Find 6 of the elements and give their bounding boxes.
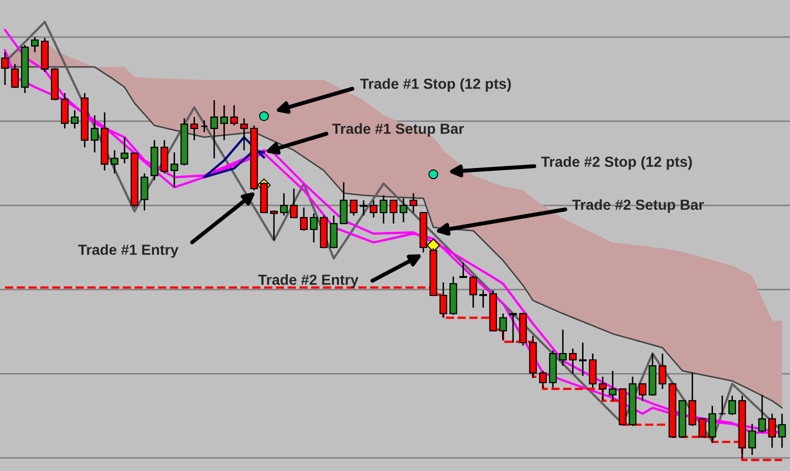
annotation: Trade #1 Entry (78, 244, 178, 258)
annotation: Trade #2 Stop (12 pts) (541, 156, 692, 170)
annotation: Trade #1 Setup Bar (332, 123, 464, 137)
annotation: Trade #2 Entry (258, 274, 358, 288)
annotation: Trade #1 Stop (12 pts) (360, 78, 511, 92)
annotation: Trade #2 Setup Bar (572, 199, 704, 213)
